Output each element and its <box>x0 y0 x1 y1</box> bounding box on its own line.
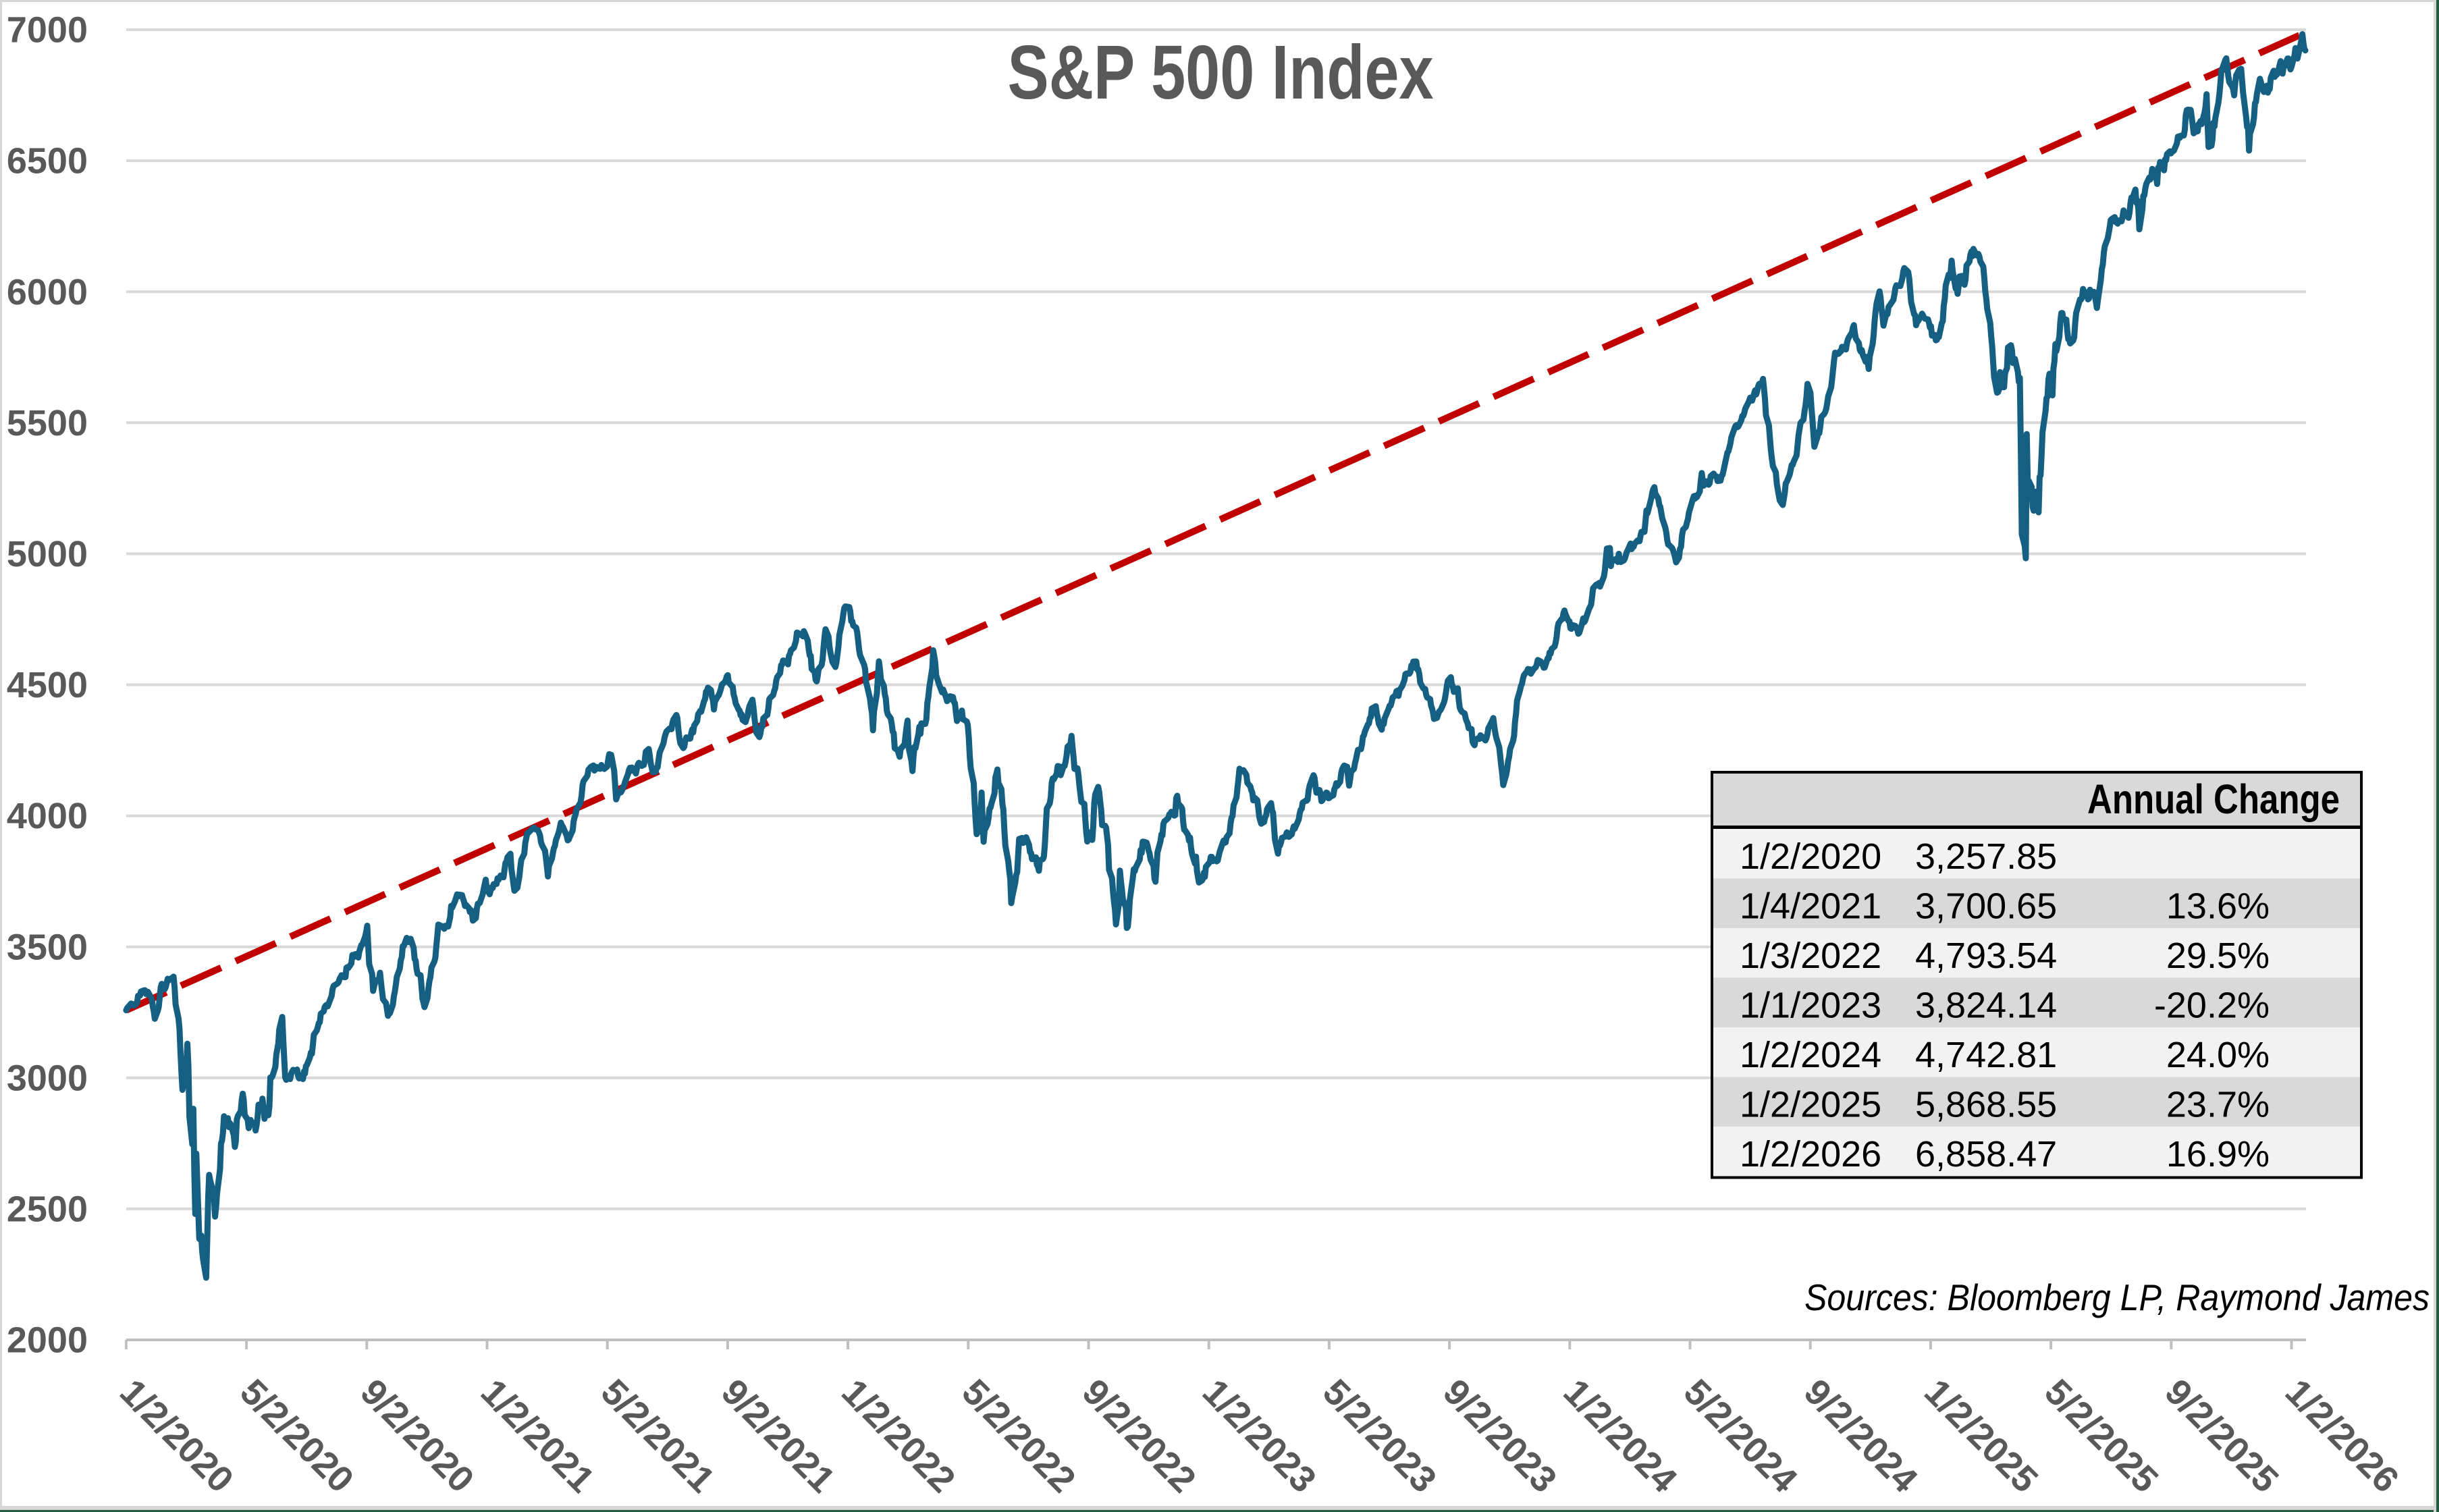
svg-text:2000: 2000 <box>7 1320 88 1361</box>
svg-text:1/2/2026: 1/2/2026 <box>1740 1134 1881 1174</box>
svg-text:2500: 2500 <box>7 1189 88 1230</box>
svg-text:1/2/2024: 1/2/2024 <box>1740 1035 1881 1075</box>
svg-text:1/4/2021: 1/4/2021 <box>1740 886 1881 927</box>
svg-text:6500: 6500 <box>7 141 88 182</box>
svg-text:3500: 3500 <box>7 927 88 967</box>
svg-text:3,824.14: 3,824.14 <box>1915 986 2057 1026</box>
svg-text:6,858.47: 6,858.47 <box>1915 1134 2057 1174</box>
svg-text:6000: 6000 <box>7 272 88 313</box>
svg-text:16.9%: 16.9% <box>2166 1134 2270 1174</box>
svg-text:4500: 4500 <box>7 665 88 705</box>
svg-text:4,742.81: 4,742.81 <box>1915 1035 2057 1075</box>
svg-text:13.6%: 13.6% <box>2166 886 2270 927</box>
svg-text:1/1/2023: 1/1/2023 <box>1740 986 1881 1026</box>
svg-text:1/2/2025: 1/2/2025 <box>1740 1085 1881 1125</box>
svg-text:7000: 7000 <box>7 10 88 51</box>
svg-text:Annual Change: Annual Change <box>2087 776 2340 822</box>
svg-text:4000: 4000 <box>7 796 88 836</box>
svg-text:S&P 500 Index: S&P 500 Index <box>1008 30 1434 115</box>
svg-text:29.5%: 29.5% <box>2166 936 2270 976</box>
svg-text:Sources: Bloomberg LP, Raymond: Sources: Bloomberg LP, Raymond James <box>1804 1276 2430 1318</box>
svg-text:3,700.65: 3,700.65 <box>1915 886 2057 927</box>
svg-text:1/3/2022: 1/3/2022 <box>1740 936 1881 976</box>
svg-text:5500: 5500 <box>7 403 88 443</box>
svg-text:3000: 3000 <box>7 1058 88 1098</box>
svg-text:5000: 5000 <box>7 534 88 574</box>
svg-text:5,868.55: 5,868.55 <box>1915 1085 2057 1125</box>
svg-text:1/2/2020: 1/2/2020 <box>1740 836 1881 877</box>
svg-text:-20.2%: -20.2% <box>2154 986 2270 1026</box>
svg-text:3,257.85: 3,257.85 <box>1915 836 2057 877</box>
svg-text:4,793.54: 4,793.54 <box>1915 936 2057 976</box>
svg-text:24.0%: 24.0% <box>2166 1035 2270 1075</box>
svg-text:23.7%: 23.7% <box>2166 1085 2270 1125</box>
